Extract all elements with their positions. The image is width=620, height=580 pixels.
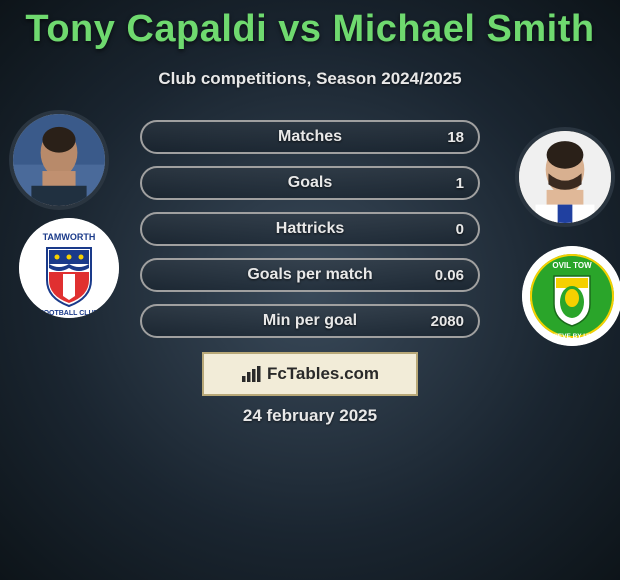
page-title: Tony Capaldi vs Michael Smith [0,0,620,51]
branding-text: FcTables.com [267,364,379,384]
stat-label: Min per goal [263,312,357,330]
stat-value: 0 [456,221,464,238]
stat-value: 2080 [431,313,464,330]
stat-row-hattricks: Hattricks 0 [140,212,480,246]
stat-value: 0.06 [435,267,464,284]
svg-text:OVIL TOW: OVIL TOW [552,261,592,270]
branding-box[interactable]: FcTables.com [202,352,418,396]
stat-label: Hattricks [276,220,344,238]
stat-label: Goals per match [247,266,372,284]
svg-text:FOOTBALL CLUB: FOOTBALL CLUB [39,310,98,317]
stat-row-goals: Goals 1 [140,166,480,200]
avatar-placeholder-icon [13,114,105,206]
footer-date: 24 february 2025 [0,406,620,426]
player-left-avatar [9,110,109,210]
stats-list: Matches 18 Goals 1 Hattricks 0 Goals per… [140,120,480,350]
stat-row-matches: Matches 18 [140,120,480,154]
tamworth-crest-icon: TAMWORTH FOOTBALL CLUB [19,218,119,318]
player-right-avatar [515,127,615,227]
avatar-placeholder-icon [519,131,611,223]
stat-label: Goals [288,174,332,192]
stat-row-min-per-goal: Min per goal 2080 [140,304,480,338]
yeovil-crest-icon: OVIL TOW HIEVE BY UN [522,246,620,346]
stat-value: 1 [456,175,464,192]
page-subtitle: Club competitions, Season 2024/2025 [0,69,620,89]
svg-text:TAMWORTH: TAMWORTH [43,232,96,242]
stat-row-goals-per-match: Goals per match 0.06 [140,258,480,292]
svg-text:HIEVE BY UN: HIEVE BY UN [551,333,593,340]
stat-label: Matches [278,128,342,146]
bar-chart-icon [241,365,261,383]
club-right-crest: OVIL TOW HIEVE BY UN [522,246,620,346]
stat-value: 18 [447,129,464,146]
club-left-crest: TAMWORTH FOOTBALL CLUB [19,218,119,318]
comparison-card: Tony Capaldi vs Michael Smith Club compe… [0,0,620,580]
